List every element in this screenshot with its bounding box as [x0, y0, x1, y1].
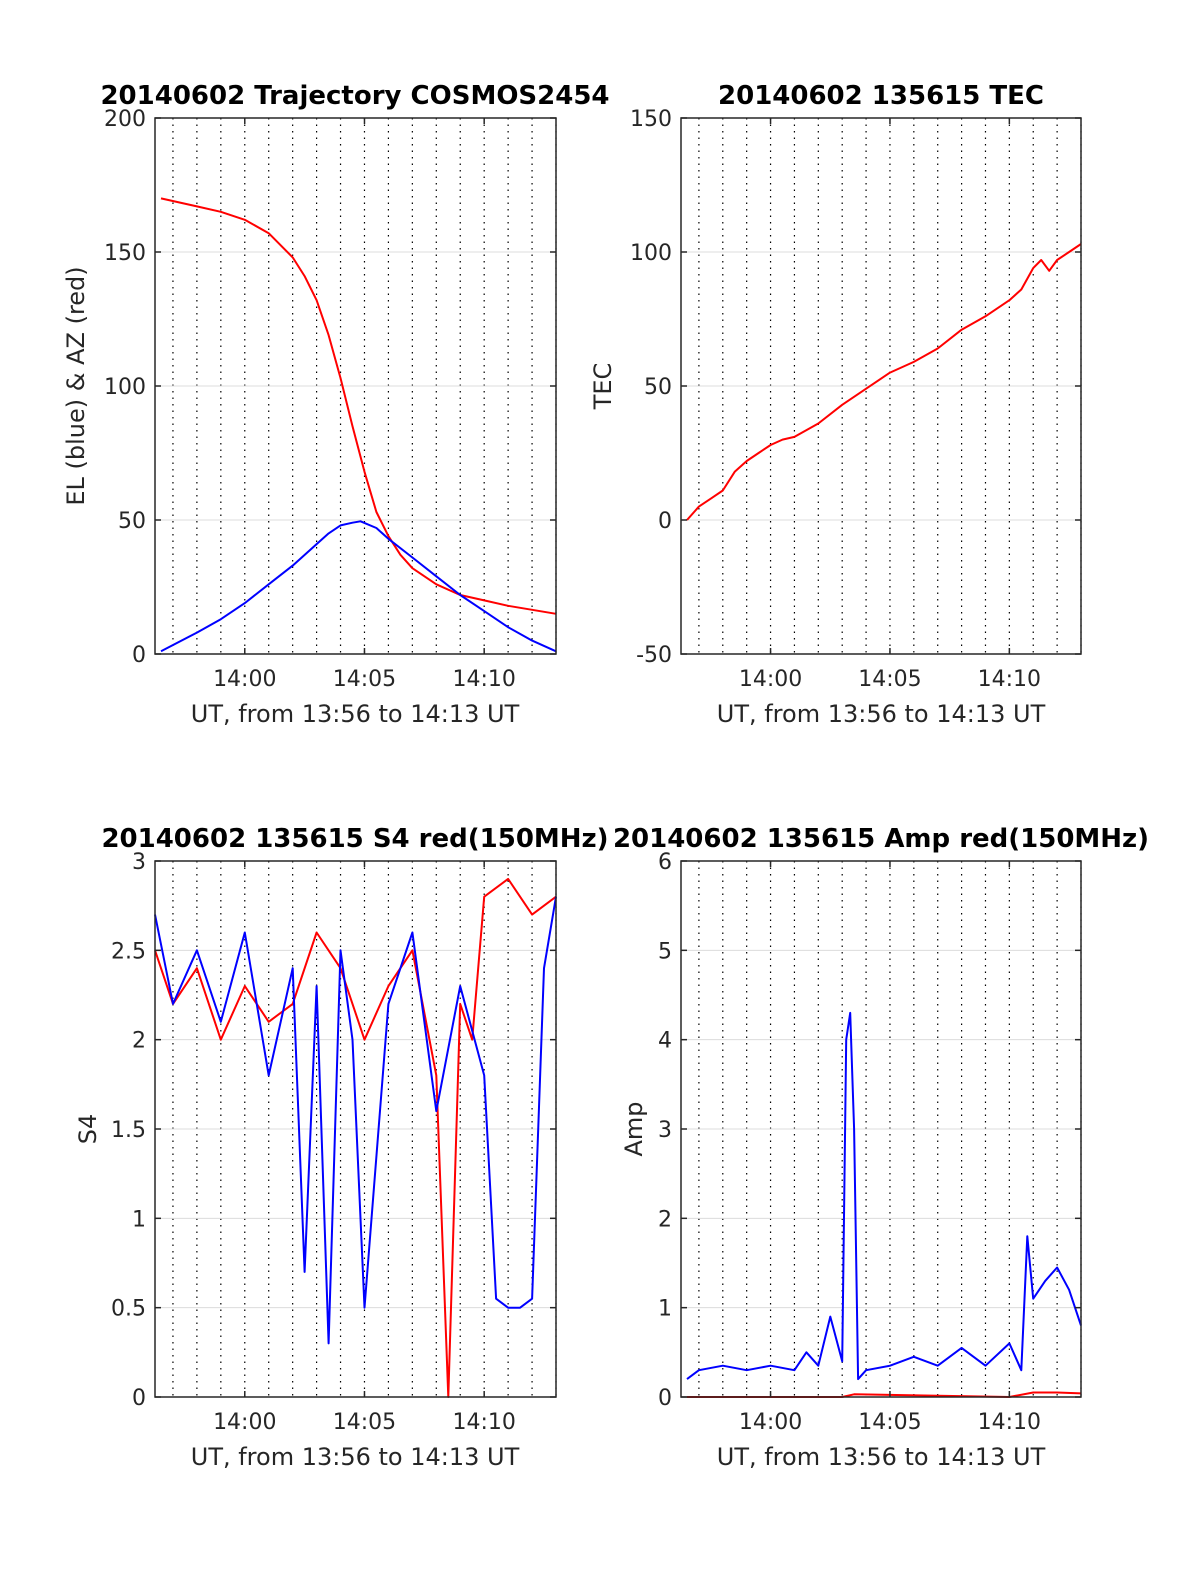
x-tick-label: 14:10 [978, 1410, 1041, 1435]
y-axis-label: Amp [620, 1101, 648, 1156]
series-line-2 [160, 520, 557, 653]
panel-s4: 0 0.5 1 1.5 2 2.5 3 14:00 14:05 14:10 20140602 13… [74, 824, 609, 1471]
y-tick-label: -50 [636, 643, 672, 668]
panel-tec: -50 0 50 100 150 14:00 14:05 14:10 20140602 135… [589, 81, 1082, 728]
y-tick-label: 1 [658, 1297, 672, 1322]
x-tick-label: 14:05 [333, 1410, 396, 1435]
y-tick-label: 2.5 [111, 939, 146, 964]
x-tick-label: 14:00 [739, 1410, 802, 1435]
series-layer [160, 197, 557, 653]
panel-amp: 0 1 2 3 4 5 6 14:00 14:05 14:10 20140602 135615 A… [613, 824, 1149, 1471]
y-tick-label: 6 [658, 850, 672, 875]
y-tick-label: 3 [658, 1118, 672, 1143]
x-tick-label: 14:00 [739, 667, 802, 692]
y-axis-label: TEC [589, 363, 617, 411]
x-tick-label: 14:10 [452, 667, 515, 692]
y-tick-label: 50 [644, 375, 672, 400]
y-tick-label: 0.5 [111, 1297, 146, 1322]
x-tick-label: 14:10 [452, 1410, 515, 1435]
y-tick-label: 200 [104, 107, 146, 132]
y-tick-label: 4 [658, 1029, 672, 1054]
y-tick-label: 150 [104, 241, 146, 266]
y-tick-label: 0 [132, 643, 146, 668]
y-tick-label: 5 [658, 939, 672, 964]
chart-title: 20140602 135615 S4 red(150MHz) [101, 824, 608, 854]
y-tick-label: 3 [132, 850, 146, 875]
y-tick-label: 100 [630, 241, 672, 266]
y-tick-label: 2 [658, 1207, 672, 1232]
x-tick-label: 14:10 [978, 667, 1041, 692]
grid-layer [681, 860, 1082, 1398]
chart-title: 20140602 135615 Amp red(150MHz) [613, 824, 1149, 854]
series-layer [686, 243, 1082, 521]
chart-title: 20140602 135615 TEC [718, 81, 1044, 111]
y-tick-label: 1 [132, 1207, 146, 1232]
x-tick-label: 14:05 [333, 667, 396, 692]
x-axis-label: UT, from 13:56 to 14:13 UT [717, 700, 1046, 728]
x-tick-label: 14:05 [858, 1410, 921, 1435]
series-line-1 [686, 243, 1082, 521]
y-tick-label: 2 [132, 1029, 146, 1054]
y-axis-label: S4 [74, 1114, 102, 1145]
tick-layer: 0 1 2 3 4 5 6 14:00 14:05 14:10 [658, 850, 1081, 1435]
x-tick-label: 14:00 [213, 1410, 276, 1435]
series-line-2 [686, 1011, 1082, 1381]
y-tick-label: 100 [104, 375, 146, 400]
x-axis-label: UT, from 13:56 to 14:13 UT [191, 1443, 520, 1471]
tick-layer: 0 50 100 150 200 14:00 14:05 14:10 [104, 107, 556, 692]
series-layer [154, 877, 557, 1398]
tick-layer: 0 0.5 1 1.5 2 2.5 3 14:00 14:05 14:10 [111, 850, 556, 1435]
x-tick-label: 14:00 [213, 667, 276, 692]
panel-trajectory: 0 50 100 150 200 14:00 14:05 14:10 20140602 Tra… [62, 81, 610, 728]
y-tick-label: 0 [658, 509, 672, 534]
series-line-1 [154, 877, 557, 1398]
y-tick-label: 0 [132, 1386, 146, 1411]
y-tick-label: 150 [630, 107, 672, 132]
chart-title: 20140602 Trajectory COSMOS2454 [100, 81, 609, 111]
x-axis-label: UT, from 13:56 to 14:13 UT [191, 700, 520, 728]
y-tick-label: 0 [658, 1386, 672, 1411]
y-axis-label: EL (blue) & AZ (red) [62, 266, 90, 505]
tick-layer: -50 0 50 100 150 14:00 14:05 14:10 [630, 107, 1081, 692]
x-axis-label: UT, from 13:56 to 14:13 UT [717, 1443, 1046, 1471]
y-tick-label: 1.5 [111, 1118, 146, 1143]
y-tick-label: 50 [118, 509, 146, 534]
series-line-2 [154, 896, 557, 1345]
x-tick-label: 14:05 [858, 667, 921, 692]
series-line-1 [160, 197, 557, 615]
